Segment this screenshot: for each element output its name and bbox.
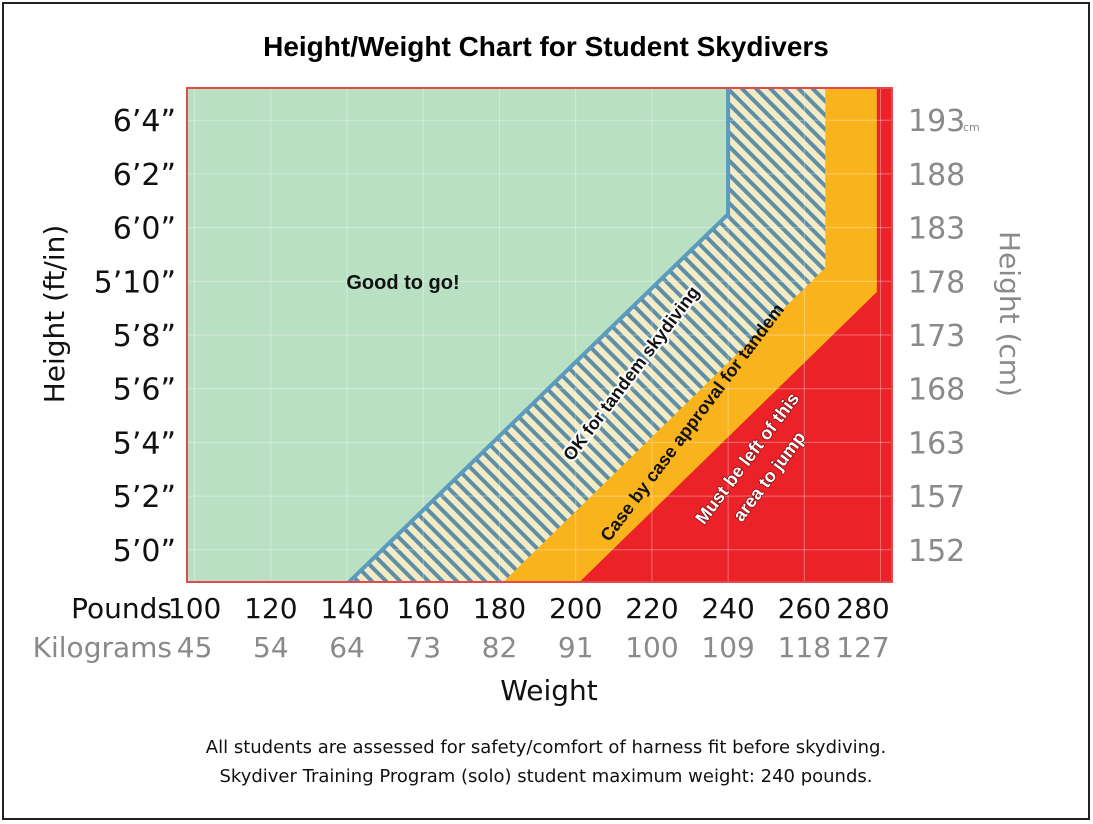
x-tick-label-kg: 82 <box>482 631 518 664</box>
x-axis-secondary-label: Kilograms <box>33 631 172 664</box>
y-tick-label-cm: 193 <box>908 104 965 139</box>
x-tick-label-lb: 100 <box>168 592 221 625</box>
y-tick-label-ftin: 5’2” <box>113 480 176 515</box>
x-tick-label-kg: 45 <box>177 631 213 664</box>
x-tick-label-kg: 109 <box>701 631 754 664</box>
note-line-2: Skydiver Training Program (solo) student… <box>219 766 872 787</box>
plot-frame <box>186 87 893 583</box>
note-line-1: All students are assessed for safety/com… <box>206 737 886 758</box>
y-axis-label-right: Height (cm) <box>993 231 1026 397</box>
x-tick-label-kg: 73 <box>405 631 441 664</box>
x-axis-primary-label: Pounds <box>71 592 172 625</box>
zone-good-area <box>187 88 729 582</box>
y-tick-label-cm: 178 <box>908 265 965 300</box>
x-tick-label-lb: 200 <box>549 592 602 625</box>
x-tick-label-kg: 100 <box>625 631 678 664</box>
x-tick-label-kg: 64 <box>329 631 365 664</box>
grid <box>187 88 892 582</box>
y-tick-label-cm: 152 <box>908 534 965 569</box>
chart-title: Height/Weight Chart for Student Skydiver… <box>263 31 829 62</box>
x-tick-label-kg: 118 <box>778 631 831 664</box>
x-tick-label-lb: 160 <box>397 592 450 625</box>
x-tick-label-kg: 127 <box>836 631 889 664</box>
plot-area <box>187 88 892 582</box>
x-tick-label-kg: 54 <box>253 631 289 664</box>
y-tick-label-cm: 163 <box>908 426 965 461</box>
good-zone-border <box>347 88 731 582</box>
x-tick-label-lb: 220 <box>625 592 678 625</box>
x-tick-label-lb: 240 <box>701 592 754 625</box>
y-tick-label-ftin: 5’0” <box>113 534 176 569</box>
y-tick-label-ftin: 5’8” <box>113 319 176 354</box>
x-tick-labels: 100 45 120 54 140 64 160 73 180 82 200 91 220 100 240 1… <box>168 592 890 664</box>
y-tick-label-cm: 173 <box>908 319 965 354</box>
cm-unit-label: cm <box>963 121 980 134</box>
x-tick-label-lb: 180 <box>473 592 526 625</box>
x-tick-label-lb: 280 <box>836 592 889 625</box>
y-tick-labels-ftin: 5’0” 5’2” 5’4” 5’6” 5’8” 5’10” 6’0” 6’2” 6’4” <box>94 104 176 569</box>
x-tick-label-kg: 91 <box>558 631 594 664</box>
y-tick-label-ftin: 6’4” <box>113 104 176 139</box>
y-tick-label-cm: 183 <box>908 212 965 247</box>
y-tick-label-ftin: 5’10” <box>94 265 176 300</box>
x-axis-title: Weight <box>500 674 598 707</box>
x-tick-label-lb: 260 <box>778 592 831 625</box>
y-tick-label-ftin: 6’0” <box>113 212 176 247</box>
y-tick-label-cm: 168 <box>908 373 965 408</box>
x-tick-label-lb: 120 <box>244 592 297 625</box>
y-axis-label-left: Height (ft/in) <box>38 225 71 404</box>
zone-good-label: Good to go! <box>346 272 459 294</box>
y-tick-label-ftin: 6’2” <box>113 158 176 193</box>
y-tick-label-cm: 188 <box>908 158 965 193</box>
x-tick-label-lb: 140 <box>320 592 373 625</box>
y-tick-label-cm: 157 <box>908 480 965 515</box>
y-tick-label-ftin: 5’4” <box>113 426 176 461</box>
y-tick-label-ftin: 5’6” <box>113 373 176 408</box>
